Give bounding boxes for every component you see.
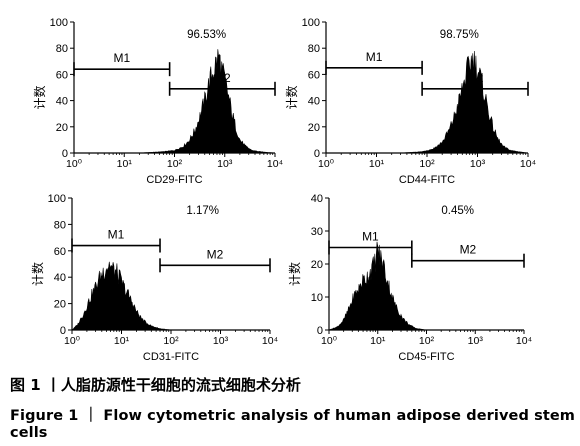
histogram-area — [74, 49, 276, 154]
y-tick-label: 40 — [311, 193, 323, 205]
y-tick-label: 20 — [54, 299, 66, 311]
gate-label-m1: M1 — [362, 230, 379, 244]
histogram-panel-4: 0 10 20 30 40 10⁰ 10¹ 10² 10³ 10⁴ M1 M2 0.45% CD45-FI… — [287, 193, 532, 363]
y-tick-label: 20 — [56, 122, 68, 134]
y-tick-label: 60 — [56, 69, 68, 81]
histogram-panel-3: 0 20 40 60 80 100 10⁰ 10¹ 10² 10³ 10⁴ M1 M2 1.17% CD31… — [30, 193, 278, 363]
histogram-panel-2: 0 20 40 60 80 100 10⁰ 10¹ 10² 10³ 10⁴ M1 M2 98.75% CD4… — [284, 17, 536, 186]
x-tick-label: 10³ — [213, 335, 229, 347]
x-tick-label: 10⁴ — [520, 158, 536, 170]
gate-percent: 1.17% — [186, 205, 219, 217]
gate-label-m1: M1 — [366, 50, 383, 64]
x-axis-label: CD31-FITC — [143, 351, 199, 363]
y-tick-label: 0 — [62, 148, 68, 160]
gate-label-m2: M2 — [467, 71, 484, 85]
x-tick-label: 10³ — [468, 335, 484, 347]
y-tick-label: 80 — [308, 43, 320, 55]
y-tick-label: 100 — [48, 193, 66, 205]
x-tick-label: 10⁴ — [516, 335, 532, 347]
x-tick-label: 10⁴ — [262, 335, 278, 347]
gate-percent: 98.75% — [440, 29, 479, 41]
histogram-area — [326, 50, 529, 154]
y-tick-label: 80 — [54, 219, 66, 231]
y-tick-label: 0 — [314, 148, 320, 160]
y-tick-label: 0 — [60, 325, 66, 337]
x-tick-label: 10¹ — [117, 158, 133, 170]
gate-label-m2: M2 — [207, 247, 224, 261]
x-tick-label: 10² — [419, 335, 435, 347]
y-tick-label: 0 — [317, 325, 323, 337]
y-tick-label: 60 — [54, 246, 66, 258]
gate-label-m2: M2 — [460, 243, 477, 257]
y-tick-label: 80 — [56, 43, 68, 55]
y-tick-label: 40 — [308, 96, 320, 108]
y-axis-label: 计数 — [32, 85, 47, 109]
histogram-area — [71, 261, 270, 331]
x-tick-label: 10¹ — [369, 158, 385, 170]
y-tick-label: 20 — [311, 259, 323, 271]
x-tick-label: 10² — [163, 335, 179, 347]
x-tick-label: 10¹ — [370, 335, 386, 347]
y-tick-label: 40 — [56, 96, 68, 108]
x-tick-label: 10⁰ — [66, 158, 82, 170]
gate-label-m1: M1 — [113, 51, 130, 65]
x-tick-label: 10³ — [217, 158, 233, 170]
y-tick-label: 100 — [302, 17, 320, 29]
x-tick-label: 10³ — [470, 158, 486, 170]
x-axis-label: CD29-FITC — [146, 174, 202, 186]
x-tick-label: 10² — [167, 158, 183, 170]
figure-caption-chinese: 图 1 丨人脂肪源性干细胞的流式细胞术分析 — [10, 376, 301, 394]
x-tick-label: 10¹ — [114, 335, 130, 347]
gate-label-m2: M2 — [214, 71, 231, 85]
gate-label-m1: M1 — [108, 228, 125, 242]
x-axis-label: CD45-FITC — [398, 351, 454, 363]
x-tick-label: 10⁰ — [321, 335, 337, 347]
x-tick-label: 10⁰ — [318, 158, 334, 170]
x-tick-label: 10⁴ — [267, 158, 283, 170]
histogram-area — [328, 241, 524, 331]
y-tick-label: 40 — [54, 272, 66, 284]
y-tick-label: 60 — [308, 69, 320, 81]
y-tick-label: 100 — [50, 17, 68, 29]
x-tick-label: 10⁰ — [64, 335, 80, 347]
gate-percent: 96.53% — [187, 29, 226, 41]
gate-percent: 0.45% — [441, 205, 474, 217]
y-tick-label: 30 — [311, 226, 323, 238]
y-axis-label: 计数 — [30, 262, 45, 286]
y-axis-label: 计数 — [284, 85, 299, 109]
x-axis-label: CD44-FITC — [399, 174, 455, 186]
y-axis-label: 计数 — [287, 262, 302, 286]
figure-caption-english: Figure 1 ｜ Flow cytometric analysis of h… — [10, 408, 576, 441]
y-tick-label: 10 — [311, 292, 323, 304]
y-tick-label: 20 — [308, 122, 320, 134]
histogram-panel-1: 0 20 40 60 80 100 10⁰ 10¹ 10² 10³ 10⁴ M1 M2 96.53% CD2… — [32, 17, 283, 186]
x-tick-label: 10² — [419, 158, 435, 170]
